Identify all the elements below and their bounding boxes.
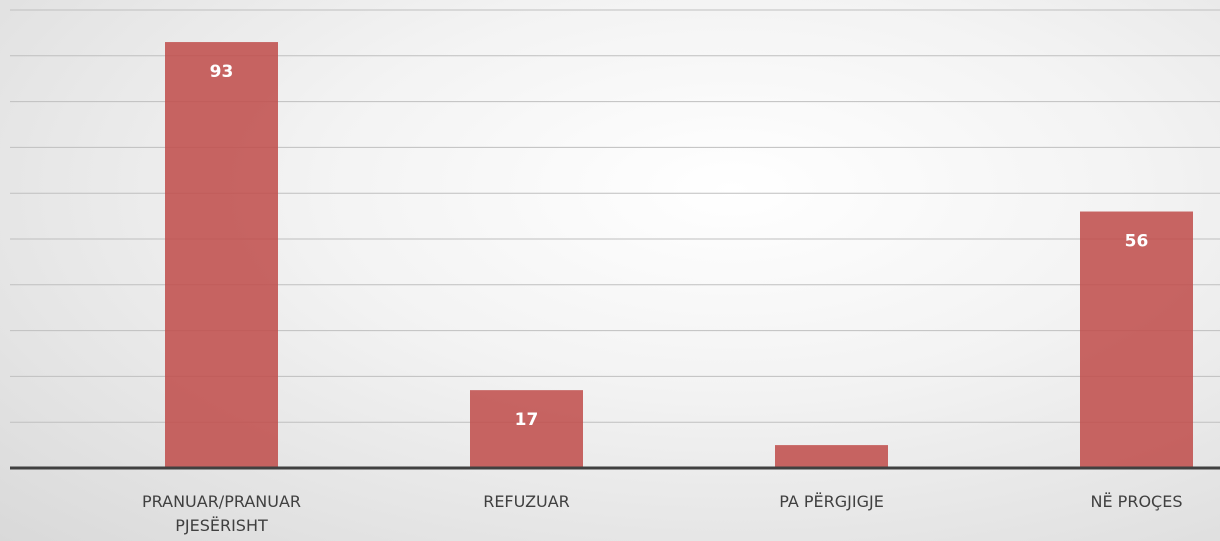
bar [775, 445, 888, 468]
x-tick-label: PRANUAR/PRANUAR PJESËRISHT [142, 492, 301, 535]
x-tick-label: PA PËRGJIGJE [779, 492, 884, 511]
value-label: 56 [1125, 232, 1149, 252]
value-label: 17 [515, 410, 539, 430]
bar [165, 42, 278, 469]
bar [470, 390, 583, 468]
value-label: 93 [210, 62, 234, 82]
bar [1080, 211, 1193, 468]
x-tick-label: REFUZUAR [483, 492, 570, 511]
x-tick-label: NË PROÇES [1090, 492, 1183, 511]
